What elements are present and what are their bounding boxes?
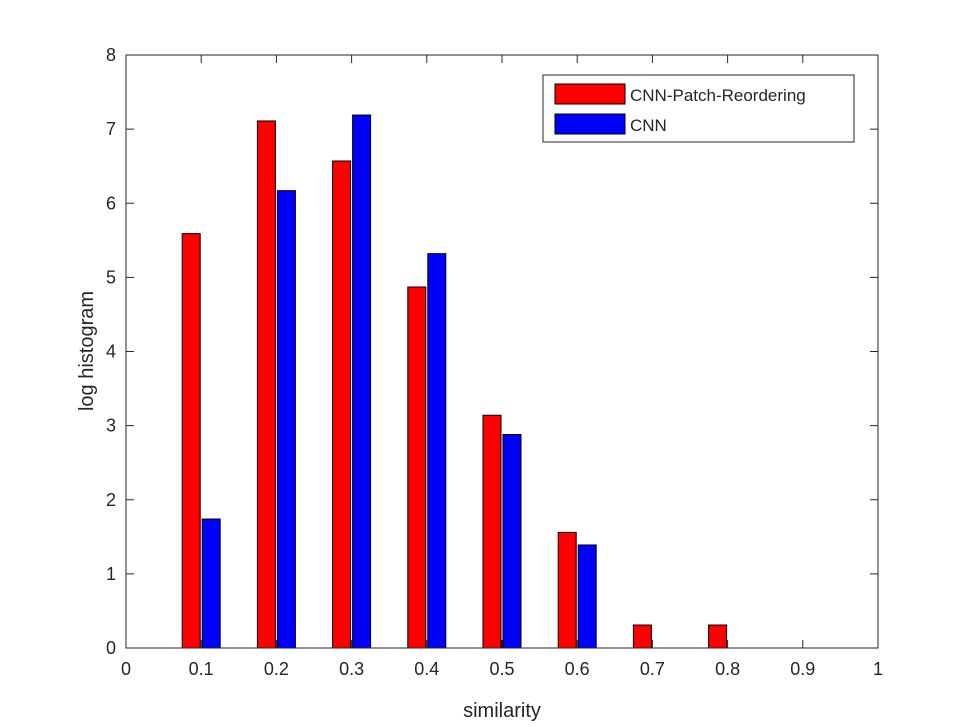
x-axis-label: similarity [463, 700, 541, 722]
y-tick-label: 1 [106, 564, 116, 584]
x-tick-label: 1 [873, 659, 883, 679]
y-axis-label: log histogram [76, 291, 98, 411]
bar-cnn-0_3 [352, 114, 372, 649]
x-tick-label: 0 [121, 659, 131, 679]
legend-swatch-cnn-patch-reordering [554, 83, 626, 105]
bar-cnn-patch-reordering-0_8 [708, 624, 728, 649]
y-tick-label: 6 [106, 193, 116, 213]
bar-cnn-0_5 [502, 434, 522, 649]
legend-label-cnn-patch-reordering: CNN-Patch-Reordering [630, 86, 806, 105]
legend: CNN-Patch-Reordering CNN [542, 74, 855, 143]
bar-cnn-0_2 [276, 190, 296, 649]
legend-swatch-cnn [554, 113, 626, 135]
bar-cnn-patch-reordering-0_7 [632, 624, 652, 649]
bar-cnn-patch-reordering-0_1 [181, 233, 201, 649]
bar-cnn-0_4 [427, 253, 447, 649]
x-tick-labels: 0 0.1 0.2 0.3 0.4 0.5 0.6 0.7 0.8 0.9 1 [121, 659, 883, 679]
bar-cnn-patch-reordering-0_2 [256, 120, 276, 649]
bar-cnn-patch-reordering-0_4 [407, 286, 427, 649]
bar-cnn-0_6 [577, 544, 597, 649]
bar-cnn-patch-reordering-0_6 [557, 531, 577, 649]
y-tick-labels: 0 1 2 3 4 5 6 7 8 [106, 45, 116, 658]
x-tick-label: 0.3 [339, 659, 364, 679]
y-tick-label: 3 [106, 416, 116, 436]
x-tick-label: 0.1 [189, 659, 214, 679]
bars-layer [181, 114, 728, 649]
x-tick-label: 0.4 [414, 659, 439, 679]
plot-area [126, 55, 878, 648]
y-tick-label: 2 [106, 490, 116, 510]
x-tick-label: 0.6 [565, 659, 590, 679]
x-tick-label: 0.5 [489, 659, 514, 679]
x-tick-label: 0.8 [715, 659, 740, 679]
legend-label-cnn: CNN [630, 116, 667, 135]
y-tick-label: 4 [106, 342, 116, 362]
y-tick-label: 8 [106, 45, 116, 65]
bar-cnn-patch-reordering-0_3 [332, 160, 352, 649]
x-tick-label: 0.9 [790, 659, 815, 679]
y-tick-label: 5 [106, 267, 116, 287]
x-tick-label: 0.2 [264, 659, 289, 679]
bar-cnn-0_1 [201, 518, 221, 649]
x-tick-label: 0.7 [640, 659, 665, 679]
bar-cnn-patch-reordering-0_5 [482, 414, 502, 649]
y-tick-label: 0 [106, 638, 116, 658]
axes-layer [125, 54, 879, 649]
y-tick-label: 7 [106, 119, 116, 139]
